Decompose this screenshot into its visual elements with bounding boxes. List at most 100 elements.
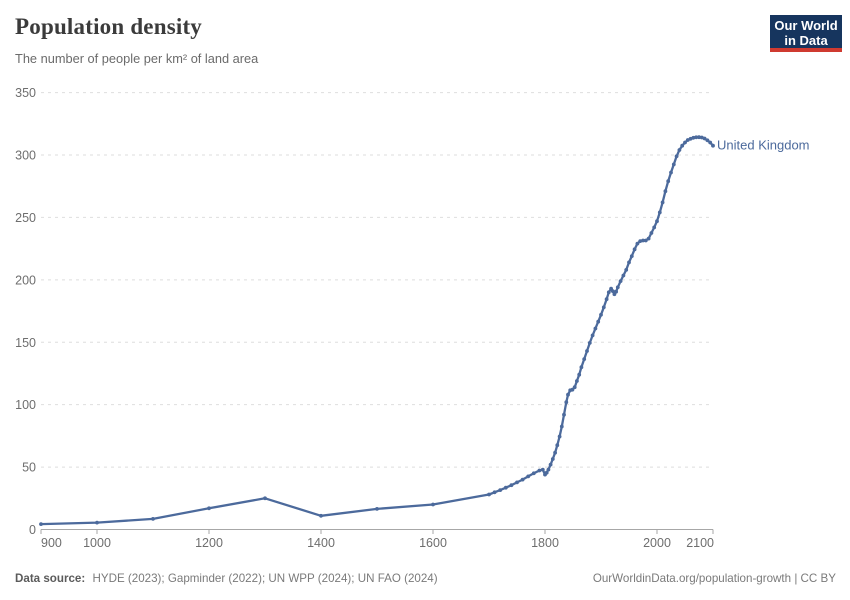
data-point <box>606 290 611 295</box>
data-point <box>618 279 623 283</box>
x-tick-label: 900 <box>41 536 62 550</box>
data-point <box>577 372 582 377</box>
x-tick-label: 2000 <box>643 536 671 550</box>
data-source-text: HYDE (2023); Gapminder (2022); UN WPP (2… <box>92 572 438 585</box>
data-point <box>587 341 592 345</box>
data-point <box>599 312 603 317</box>
y-tick-label: 0 <box>29 523 36 537</box>
data-source: Data source: HYDE (2023); Gapminder (202… <box>15 572 438 585</box>
data-point <box>632 247 637 252</box>
y-tick-label: 150 <box>15 336 36 350</box>
data-source-label: Data source: <box>15 572 86 585</box>
data-point <box>671 162 676 167</box>
data-point <box>582 357 587 361</box>
data-point <box>705 138 710 143</box>
x-tick-label: 1000 <box>83 536 111 550</box>
data-point <box>694 135 699 140</box>
data-point <box>263 496 267 501</box>
data-point <box>492 490 497 495</box>
data-point <box>95 520 99 525</box>
data-point <box>509 483 514 488</box>
data-point <box>711 143 715 148</box>
data-point <box>564 400 569 405</box>
data-point <box>601 305 606 310</box>
data-point <box>649 231 654 235</box>
data-point <box>572 385 577 390</box>
owid-logo-line1: Our World <box>774 18 838 33</box>
data-point <box>657 210 662 215</box>
data-point <box>590 333 595 338</box>
y-tick-label: 200 <box>15 273 36 287</box>
series-end-label[interactable]: United Kingdom <box>717 138 810 153</box>
data-point <box>544 470 549 475</box>
data-point <box>604 297 609 302</box>
data-point <box>540 467 545 472</box>
chart-subtitle: The number of people per km² of land are… <box>15 51 259 66</box>
data-point <box>207 506 211 511</box>
data-point <box>635 241 640 246</box>
x-tick-label: 1600 <box>419 536 447 550</box>
data-point <box>610 289 615 293</box>
data-point <box>503 485 508 490</box>
data-point <box>674 154 679 159</box>
data-series-line[interactable] <box>39 136 715 526</box>
data-point <box>319 513 323 518</box>
data-point <box>498 488 503 492</box>
data-point <box>708 140 713 145</box>
data-point <box>557 434 562 439</box>
owid-logo-stripe <box>770 48 842 52</box>
data-point <box>663 189 668 194</box>
data-point <box>555 443 560 448</box>
data-point <box>624 268 629 272</box>
data-point <box>643 238 648 243</box>
data-point <box>641 238 645 243</box>
data-point <box>553 450 557 455</box>
data-point <box>655 219 659 224</box>
data-point <box>629 254 634 258</box>
data-point <box>559 424 564 429</box>
data-point <box>151 517 155 521</box>
y-tick-label: 350 <box>15 86 36 100</box>
data-point <box>652 225 657 230</box>
data-point <box>526 474 531 479</box>
data-point <box>660 200 665 205</box>
data-point <box>627 260 631 265</box>
data-point <box>680 143 685 148</box>
owid-logo[interactable]: Our World in Data <box>770 15 842 52</box>
data-point <box>570 387 575 392</box>
y-tick-label: 50 <box>22 461 36 475</box>
data-point <box>537 468 542 473</box>
data-point <box>615 285 620 290</box>
x-tick-label: 1400 <box>307 536 335 550</box>
data-point <box>666 179 671 184</box>
data-point <box>593 326 598 331</box>
data-point <box>614 289 618 294</box>
owid-logo-line2: in Data <box>784 33 828 48</box>
data-point <box>646 236 651 241</box>
data-point <box>546 467 551 472</box>
data-point <box>677 148 682 152</box>
y-tick-label: 250 <box>15 211 36 225</box>
data-point <box>375 507 379 511</box>
data-point <box>579 365 584 370</box>
data-point <box>683 140 687 145</box>
data-point <box>621 273 626 278</box>
data-point <box>431 502 435 507</box>
x-tick-label: 1200 <box>195 536 223 550</box>
x-tick-label: 2100 <box>686 536 714 550</box>
data-point <box>39 522 43 526</box>
data-point <box>520 477 525 482</box>
chart-title: Population density <box>15 14 203 39</box>
data-point <box>702 136 707 141</box>
data-point <box>691 135 696 140</box>
data-point <box>515 480 519 485</box>
data-point <box>669 170 673 175</box>
x-tick-label: 1800 <box>531 536 559 550</box>
data-point <box>548 462 553 467</box>
data-point <box>585 349 589 353</box>
footer-citation-link[interactable]: OurWorldinData.org/population-growth | C… <box>592 572 836 585</box>
data-point <box>562 412 566 417</box>
data-point <box>566 392 570 397</box>
